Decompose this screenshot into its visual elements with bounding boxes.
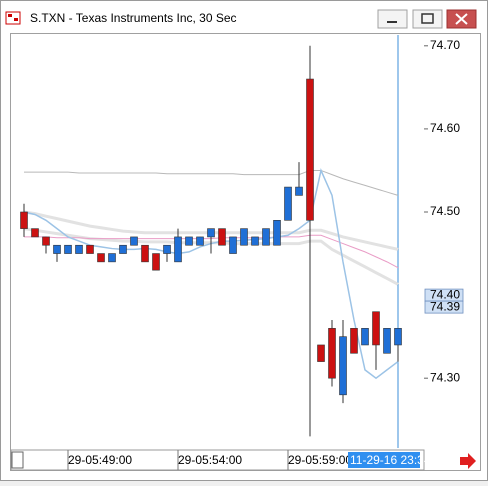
candle-body [350,328,358,354]
candle-body [53,244,61,254]
candle-body [141,244,149,263]
candle-body [152,253,160,271]
candle-body [295,186,303,196]
maximize-button[interactable] [412,9,443,29]
candle-body [86,244,94,254]
candle-body [339,336,347,396]
candle-body [328,328,336,379]
maximize-icon [421,13,434,24]
candle-body [394,328,402,346]
price-label: 74.39 [430,299,460,313]
candle-body [64,244,72,254]
plot-area: 74.30 74.50 74.60 74.70 29-05:49:00 29-05:54:… [20,38,464,470]
candle-body [361,328,369,346]
candle-body [240,228,248,246]
app-icon-dot [8,14,12,17]
candle-body [163,244,171,254]
candle-body [108,253,116,263]
candle-body [97,253,105,263]
x-tick-label: 29-05:54:00 [178,453,242,467]
candle-body [218,228,226,246]
candle-body [42,236,50,246]
x-tick-label: 29-05:59:00 [288,453,352,467]
candle-body [31,228,39,238]
price-label-box [424,300,464,314]
app-icon-dot [14,18,18,21]
y-tick-label: 74.30 [430,370,460,384]
candle-body [317,344,325,362]
candle-body [306,78,314,221]
candle-body [75,244,83,254]
candle-body [229,236,237,254]
candle-body [20,211,28,229]
y-tick-label: 74.60 [430,121,460,135]
candle-body [383,328,391,354]
price-label: 74.40 [430,287,460,301]
y-tick-label: 74.50 [430,204,460,218]
candle-body [185,236,193,246]
y-tick-label: 74.70 [430,38,460,52]
x-axis-bar [10,449,425,471]
overlay-line [24,169,399,196]
candle-body [372,311,380,346]
cursor-time-label: 11-29-16 23:34:00 [350,453,448,467]
candle-body [130,236,138,246]
cursor-time-box [348,452,420,468]
candle-body [273,220,281,246]
candle-body [251,236,259,246]
candle-body [284,186,292,221]
candle-body [196,236,204,246]
close-icon [455,13,468,25]
minimize-button[interactable] [377,9,408,29]
candle-body [207,228,215,238]
scroll-box[interactable] [11,451,24,469]
candle-body [119,244,127,254]
candle-body [262,228,270,246]
scroll-right-arrow[interactable] [460,453,476,469]
window-title: S.TXN - Texas Instruments Inc, 30 Sec [30,11,237,25]
candle-body [174,236,182,263]
x-tick-label: 29-05:49:00 [68,453,132,467]
